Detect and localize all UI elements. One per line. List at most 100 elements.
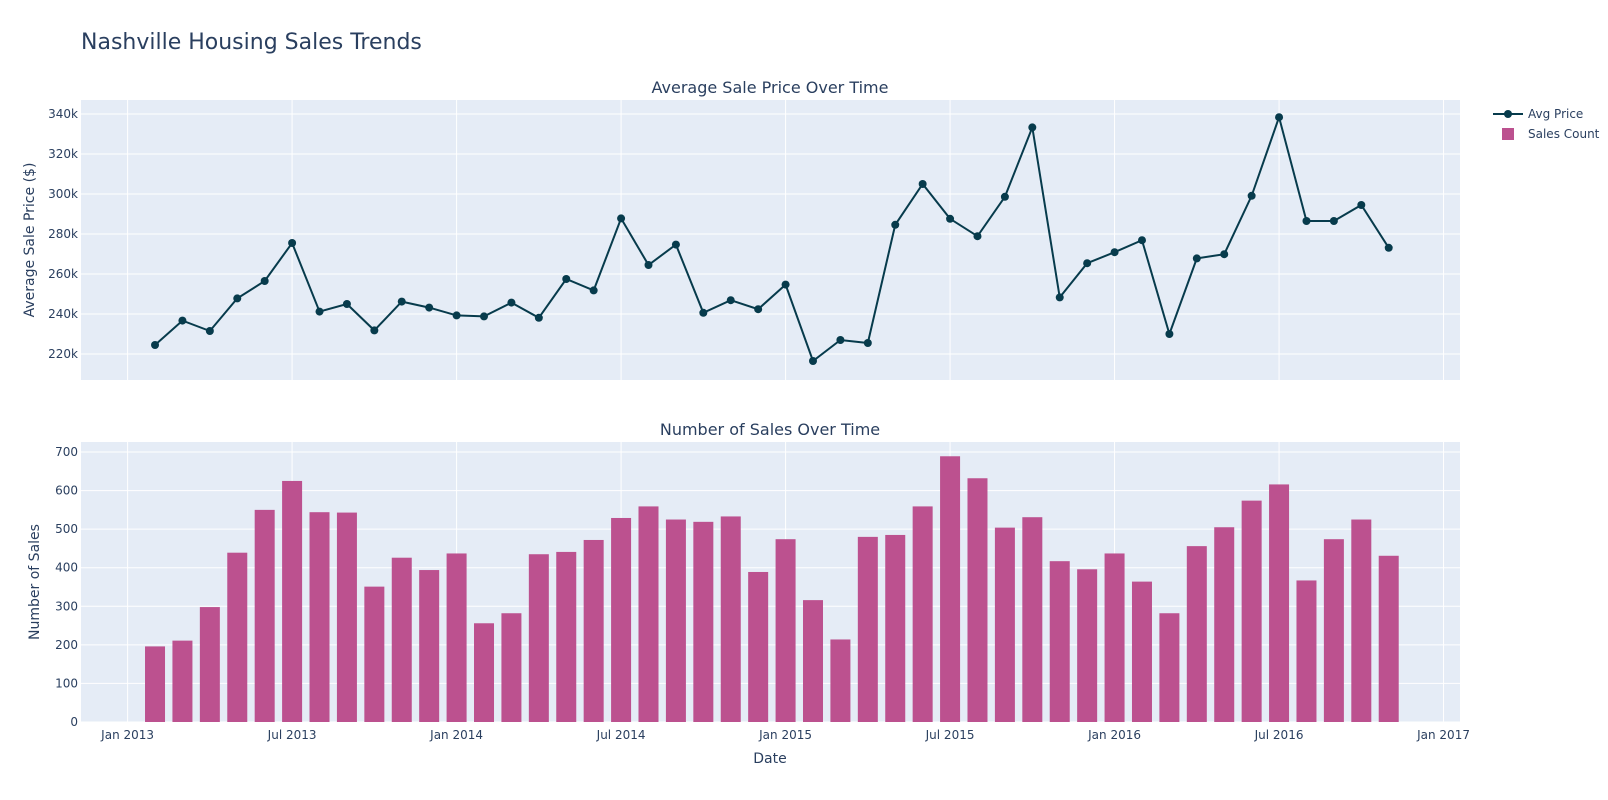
sales-count-bar[interactable] (994, 527, 1015, 722)
sales-count-bar[interactable] (665, 519, 686, 722)
avg-price-point[interactable] (1137, 236, 1146, 245)
sales-count-bar[interactable] (528, 554, 549, 722)
avg-price-point[interactable] (397, 297, 406, 306)
sales-count-bar[interactable] (1186, 546, 1207, 722)
avg-price-point[interactable] (151, 341, 160, 349)
sales-count-bar[interactable] (172, 640, 193, 722)
price-series[interactable] (151, 113, 1393, 365)
sales-count-bar[interactable] (1214, 527, 1235, 722)
avg-price-point[interactable] (918, 180, 927, 188)
sales-count-bar[interactable] (336, 512, 357, 722)
avg-price-point[interactable] (562, 275, 571, 283)
avg-price-point[interactable] (891, 220, 900, 229)
sales-count-bar[interactable] (611, 517, 632, 722)
sales-count-bar[interactable] (885, 534, 906, 722)
sales-count-bar[interactable] (1323, 539, 1344, 722)
avg-price-point[interactable] (617, 214, 626, 223)
sales-count-bar[interactable] (282, 480, 303, 722)
avg-price-point[interactable] (863, 339, 872, 347)
avg-price-point[interactable] (1247, 191, 1256, 200)
sales-count-bar[interactable] (775, 539, 796, 722)
sales-count-bar[interactable] (227, 552, 248, 722)
sales-count-bar[interactable] (145, 646, 166, 722)
avg-price-point[interactable] (1000, 192, 1009, 201)
sales-count-bar[interactable] (1131, 581, 1152, 722)
avg-price-point[interactable] (589, 286, 598, 295)
sales-count-bar[interactable] (802, 600, 823, 722)
price-plot-area[interactable] (81, 100, 1460, 380)
avg-price-point[interactable] (1055, 293, 1064, 302)
avg-price-point[interactable] (973, 232, 982, 241)
x-tick-label: Jan 2016 (1087, 728, 1141, 742)
sales-count-bar[interactable] (446, 553, 467, 722)
avg-price-point[interactable] (946, 214, 955, 223)
sales-count-bar[interactable] (967, 478, 988, 722)
avg-price-point[interactable] (315, 307, 324, 316)
legend-item-avg-price[interactable]: Avg Price (1493, 107, 1583, 121)
avg-price-point[interactable] (260, 277, 269, 285)
avg-price-point[interactable] (1028, 123, 1037, 132)
avg-price-point[interactable] (370, 326, 379, 335)
avg-price-point[interactable] (233, 294, 242, 303)
avg-price-point[interactable] (1192, 254, 1201, 263)
avg-price-point[interactable] (1110, 248, 1119, 257)
avg-price-point[interactable] (671, 240, 680, 249)
avg-price-point[interactable] (808, 357, 817, 365)
sales-count-bar[interactable] (1378, 555, 1399, 722)
avg-price-point[interactable] (425, 303, 434, 312)
avg-price-point[interactable] (534, 313, 543, 322)
avg-price-point[interactable] (699, 308, 708, 317)
avg-price-point[interactable] (1357, 201, 1366, 209)
avg-price-point[interactable] (342, 300, 351, 308)
sales-count-bar[interactable] (364, 586, 385, 722)
sales-series[interactable] (145, 456, 1399, 722)
sales-count-bar[interactable] (199, 607, 220, 722)
sales-count-bar[interactable] (391, 557, 412, 722)
sales-count-bar[interactable] (857, 536, 878, 722)
avg-price-point[interactable] (836, 336, 845, 344)
avg-price-point[interactable] (1384, 243, 1393, 252)
avg-price-point[interactable] (288, 239, 297, 247)
sales-count-bar[interactable] (1159, 613, 1180, 722)
sales-chart-title: Number of Sales Over Time (660, 420, 880, 439)
avg-price-point[interactable] (1165, 330, 1174, 338)
sales-count-bar[interactable] (1269, 484, 1290, 722)
avg-price-point[interactable] (726, 296, 735, 305)
sales-count-bar[interactable] (912, 506, 933, 722)
sales-count-bar[interactable] (1241, 500, 1262, 722)
avg-price-point[interactable] (178, 316, 187, 325)
sales-count-bar[interactable] (1351, 519, 1372, 722)
sales-count-bar[interactable] (583, 539, 604, 722)
sales-count-bar[interactable] (1296, 580, 1317, 722)
x-tick-label: Jan 2014 (429, 728, 483, 742)
avg-price-point[interactable] (754, 305, 763, 314)
sales-count-bar[interactable] (556, 551, 577, 722)
sales-count-bar[interactable] (419, 570, 440, 722)
sales-count-bar[interactable] (638, 506, 659, 722)
avg-price-point[interactable] (781, 280, 790, 289)
sales-count-bar[interactable] (748, 571, 769, 722)
avg-price-point[interactable] (644, 261, 653, 269)
avg-price-point[interactable] (205, 327, 214, 335)
sales-count-bar[interactable] (1022, 517, 1043, 722)
sales-count-bar[interactable] (830, 639, 851, 722)
avg-price-point[interactable] (507, 298, 516, 307)
sales-count-bar[interactable] (1104, 553, 1125, 722)
sales-count-bar[interactable] (309, 512, 330, 722)
avg-price-point[interactable] (1220, 250, 1229, 259)
avg-price-point[interactable] (480, 312, 489, 321)
sales-count-bar[interactable] (474, 623, 495, 722)
avg-price-point[interactable] (452, 311, 461, 320)
sales-count-bar[interactable] (254, 509, 275, 722)
avg-price-point[interactable] (1302, 217, 1311, 225)
avg-price-point[interactable] (1275, 113, 1284, 122)
sales-count-bar[interactable] (1049, 561, 1070, 722)
sales-count-bar[interactable] (501, 613, 522, 722)
sales-count-bar[interactable] (940, 456, 961, 722)
sales-count-bar[interactable] (693, 521, 714, 722)
legend-item-sales-count[interactable]: Sales Count (1502, 127, 1600, 141)
sales-count-bar[interactable] (1077, 569, 1098, 722)
avg-price-point[interactable] (1083, 259, 1092, 268)
avg-price-point[interactable] (1329, 217, 1338, 225)
sales-count-bar[interactable] (720, 516, 741, 722)
